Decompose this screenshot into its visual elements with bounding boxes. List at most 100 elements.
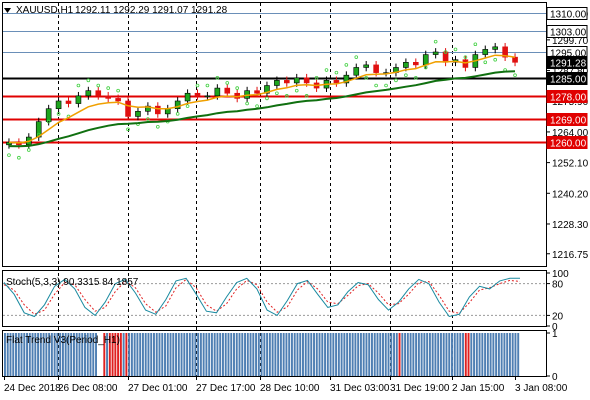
flat-trend-bar — [426, 333, 429, 376]
flat-trend-bar — [497, 333, 500, 376]
flat-trend-bar — [31, 333, 34, 376]
triangle-down-icon[interactable] — [4, 8, 11, 13]
candle-body — [155, 105, 161, 115]
flat-trend-bar — [260, 333, 263, 376]
psar-dot — [96, 83, 101, 88]
flat-trend-bar — [39, 333, 42, 376]
flat-trend-bar — [53, 333, 56, 376]
candle-body — [264, 85, 270, 94]
flat-trend-bar — [340, 333, 343, 376]
flat-trend-bar — [249, 333, 252, 376]
flat-trend-bar — [481, 333, 484, 376]
flat-trend-tick-label: 1 — [552, 329, 558, 340]
flat-trend-bar — [221, 333, 224, 376]
flat-trend-bar — [75, 333, 78, 376]
candle-body — [512, 56, 518, 63]
psar-dot — [7, 153, 11, 157]
symbol-label: XAUUSD,H1 — [16, 5, 74, 16]
flat-trend-bar — [175, 333, 178, 376]
flat-trend-bar — [233, 333, 235, 376]
time-tick-label: 26 Dec 08:00 — [58, 383, 118, 394]
psar-dot — [384, 83, 388, 88]
candle-body — [85, 90, 92, 97]
flat-trend-bar — [219, 333, 222, 376]
price-tick-label: 1216.75 — [552, 250, 589, 261]
candle-body — [125, 100, 131, 117]
candle-body — [432, 51, 439, 55]
flat-trend-bar — [141, 333, 144, 376]
flat-trend-bar — [326, 333, 329, 376]
flat-trend-bar — [412, 333, 415, 376]
parabolic-sar — [7, 39, 517, 160]
price-panel[interactable] — [2, 2, 547, 267]
psar-dot — [513, 73, 517, 77]
flat-trend-bar — [271, 333, 274, 376]
moving-averages — [8, 54, 516, 148]
flat-trend-bar — [61, 333, 64, 376]
flat-trend-bar — [406, 333, 409, 376]
flat-trend-panel[interactable] — [2, 330, 547, 377]
flat-trend-bar — [288, 333, 291, 376]
flat-trend-bar — [111, 333, 114, 376]
flat-trend-bar — [86, 333, 89, 376]
time-tick-label: 31 Dec 19:00 — [390, 383, 450, 394]
flat-trend-bar — [199, 333, 202, 376]
flat-trend-bar — [365, 333, 368, 376]
candle-body — [75, 95, 82, 104]
flat-trend-bar — [238, 333, 241, 376]
psar-dot — [493, 57, 497, 62]
psar-dot — [404, 73, 408, 77]
flat-trend-bar — [277, 333, 280, 376]
level-tag-1310.00 — [546, 7, 588, 20]
price-tick-label: 1228.30 — [552, 220, 589, 231]
flat-trend-bar — [202, 333, 205, 376]
flat-trend-bar — [136, 333, 139, 376]
flat-trend-bar — [164, 333, 166, 376]
flat-trend-bar — [45, 333, 48, 376]
flat-trend-bar — [95, 333, 97, 376]
candle-body — [214, 87, 221, 97]
psar-dot — [56, 112, 61, 116]
flat-trend-bar — [390, 333, 393, 376]
flat-trend-bar — [246, 333, 249, 376]
flat-trend-bar — [6, 333, 9, 376]
psar-dot — [245, 101, 249, 106]
flat-trend-bar — [462, 333, 464, 376]
flat-trend-bar — [119, 333, 122, 376]
candle-body — [135, 110, 141, 117]
flat-trend-bar — [315, 333, 318, 376]
flat-trend-bar — [379, 333, 382, 376]
psar-dot — [344, 63, 349, 67]
flat-trend-bar — [484, 333, 487, 376]
stochastic-panel[interactable] — [2, 270, 547, 327]
candle-body — [343, 74, 350, 84]
flat-trend-bar — [398, 333, 401, 376]
flat-trend-bar — [172, 333, 175, 376]
psar-dot — [126, 127, 130, 132]
psar-dot — [414, 75, 418, 80]
flat-trend-bar — [70, 333, 73, 376]
flat-trend-bar — [12, 333, 15, 376]
flat-trend-bar — [346, 333, 349, 376]
candle-body — [353, 67, 360, 76]
candle-body — [492, 46, 498, 50]
flat-trend-bar — [395, 333, 398, 376]
flat-trend-bar — [128, 333, 131, 376]
flat-trend-bar — [81, 333, 84, 376]
flat-trend-bar — [224, 333, 227, 376]
vertical-grid — [58, 3, 453, 376]
flat-trend-bar — [20, 333, 23, 376]
level-tag-1303.00 — [546, 25, 588, 38]
flat-trend-bar — [489, 333, 492, 376]
flat-trend-bars: 10 — [4, 329, 558, 383]
time-tick-label: 31 Dec 03:00 — [330, 383, 390, 394]
flat-trend-bar — [72, 333, 75, 376]
price-tick-label: 1299.70 — [552, 36, 589, 47]
flat-trend-bar — [17, 333, 20, 376]
flat-trend-bar — [329, 333, 332, 376]
flat-trend-bar — [15, 333, 17, 376]
candle-body — [6, 141, 12, 146]
candle-body — [254, 90, 260, 94]
